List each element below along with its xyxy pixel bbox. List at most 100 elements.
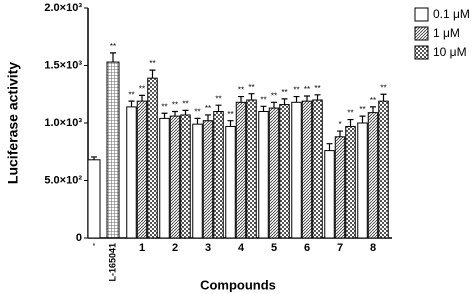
legend-swatch (414, 45, 429, 60)
error-bar (337, 130, 343, 137)
bar (202, 120, 214, 239)
error-bar (215, 104, 222, 112)
error-bar (182, 109, 189, 115)
bar (357, 122, 368, 239)
x-tick-label: 6 (304, 242, 310, 254)
error-bar (260, 105, 267, 112)
significance-label: ** (304, 85, 310, 94)
bar (159, 117, 170, 239)
significance-label: ** (271, 91, 277, 100)
y-tick-label: 1.0×10³ (44, 117, 82, 129)
x-tick-label: 8 (370, 242, 376, 254)
significance-label: ** (139, 85, 145, 94)
significance-label: ** (205, 104, 211, 113)
x-tick-label: - (88, 243, 98, 246)
error-bar (314, 94, 321, 100)
x-tick-label: 7 (337, 242, 343, 254)
y-tick-label: 2.0×10³ (44, 2, 82, 14)
error-bar (91, 156, 97, 160)
error-bar (281, 98, 288, 105)
error-bar (248, 93, 255, 100)
significance-label: ** (128, 90, 134, 99)
x-tick-label: 2 (172, 242, 178, 254)
bar (225, 125, 236, 239)
bar (169, 115, 181, 239)
error-bar (370, 106, 376, 113)
significance-label: ** (314, 84, 320, 93)
bar (291, 101, 302, 239)
legend-swatch (414, 7, 429, 22)
x-tick-label: 3 (205, 242, 211, 254)
significance-label: ** (293, 86, 299, 95)
x-tick-label: 5 (271, 242, 277, 254)
legend-label: 0.1 μM (433, 7, 470, 21)
bar (192, 123, 203, 239)
bar (324, 150, 335, 239)
bar (126, 106, 137, 239)
error-bar (271, 101, 277, 109)
error-bar (304, 95, 310, 102)
x-axis-title: Compounds (200, 277, 276, 292)
significance-label: ** (281, 88, 287, 97)
significance-label: ** (347, 109, 353, 118)
significance-label: ** (194, 108, 200, 117)
legend-label: 10 μM (433, 45, 467, 59)
error-bar (194, 117, 201, 125)
bar (106, 61, 120, 239)
y-axis-title: Luciferase activity (5, 62, 21, 184)
bar (246, 99, 257, 239)
significance-label: ** (182, 99, 188, 108)
error-bar (347, 118, 354, 127)
bar (268, 107, 280, 239)
bar (301, 100, 313, 239)
error-bar (238, 95, 244, 103)
error-bar (293, 95, 300, 103)
bar (345, 125, 356, 239)
bar (279, 104, 290, 239)
bar (334, 136, 346, 239)
error-bar (139, 94, 145, 102)
bar (136, 100, 148, 239)
legend-swatch (414, 26, 429, 41)
significance-label: ** (215, 94, 221, 103)
bar (213, 111, 224, 239)
significance-label: ** (248, 83, 254, 92)
error-bar (161, 112, 168, 119)
significance-label: ** (110, 42, 116, 51)
y-tick-label: 1.5×10³ (44, 59, 82, 71)
legend-label: 1 μM (433, 26, 460, 40)
x-tick-label: 1 (139, 242, 145, 254)
bar (378, 100, 389, 239)
significance-label: ** (172, 101, 178, 110)
bar (312, 99, 323, 239)
error-bar (172, 110, 178, 117)
significance-label: ** (149, 59, 155, 68)
significance-label: ** (380, 83, 386, 92)
error-bar (149, 69, 156, 79)
significance-label: ** (161, 102, 167, 111)
bar (258, 111, 269, 239)
error-bar (110, 52, 116, 63)
bar (180, 114, 191, 239)
y-tick-label: 5.0×10² (44, 174, 82, 186)
y-tick-label: 0 (76, 232, 82, 244)
error-bar (205, 114, 211, 121)
significance-label: ** (359, 105, 365, 114)
bar (235, 101, 247, 239)
significance-label: ** (370, 96, 376, 105)
x-tick-label: L-165041 (107, 243, 117, 282)
error-bar (380, 93, 387, 102)
significance-label: ** (227, 110, 233, 119)
error-bar (359, 115, 366, 123)
significance-label: ** (238, 86, 244, 95)
x-tick-label: 4 (238, 242, 245, 254)
bar (147, 77, 158, 239)
bar (367, 112, 379, 239)
error-bar (326, 143, 333, 151)
bar (87, 159, 101, 239)
error-bar (128, 100, 135, 107)
significance-label: ** (260, 95, 266, 104)
error-bar (227, 120, 234, 127)
significance-label: * (338, 120, 341, 129)
